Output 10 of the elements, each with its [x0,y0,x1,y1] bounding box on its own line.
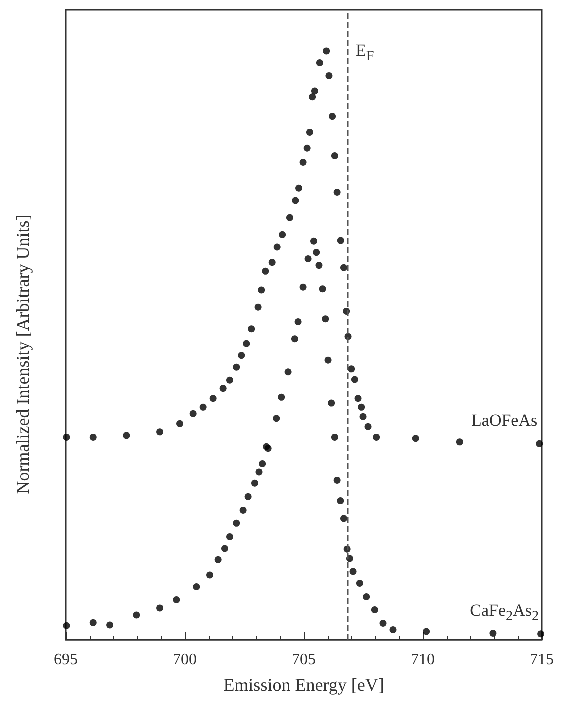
y-axis-title: Normalized Intensity [Arbitrary Units] [13,214,33,494]
series-label: CaFe$_{2}$As$_{2}$ [470,601,540,624]
x-tick-label: 700 [173,652,197,668]
x-tick-label: 710 [411,652,435,668]
x-tick-label: 715 [530,652,554,668]
series-label: LaOFeAs [472,410,538,430]
ref-line-label: E$_{F}$ [356,41,374,64]
x-axis-title: Emission Energy [eV] [224,675,384,695]
x-tick-label: 705 [292,652,316,668]
x-tick-label: 695 [54,652,78,668]
